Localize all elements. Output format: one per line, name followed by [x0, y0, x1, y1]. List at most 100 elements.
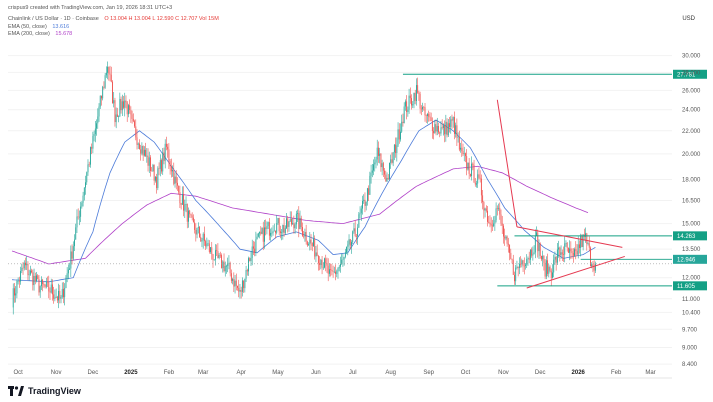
candle-body [191, 215, 193, 218]
ema200-legend[interactable]: EMA (200, close) 15.678 [8, 31, 76, 37]
ema50-legend[interactable]: EMA (50, close) 13.616 [8, 24, 73, 30]
candle-body [485, 208, 487, 211]
candle-body [134, 121, 136, 127]
candle-body [506, 236, 508, 244]
candle-body [167, 146, 169, 150]
candle-body [78, 216, 80, 218]
candle-body [69, 268, 71, 270]
candle-body [200, 236, 202, 242]
candle-body [422, 106, 424, 110]
candle-body [51, 284, 53, 295]
candle-body [148, 157, 150, 166]
candle-body [190, 214, 192, 216]
symbol-title[interactable]: Chainlink / US Dollar · 1D · Coinbase [8, 16, 99, 22]
candle-body [131, 114, 133, 119]
candle-body [570, 248, 572, 252]
candle-body [114, 100, 116, 123]
candle-body [55, 296, 57, 298]
current-price-tag [673, 254, 707, 264]
candle-body [205, 241, 207, 247]
candle-body [428, 114, 430, 117]
candle-body [217, 251, 219, 258]
candle-body [494, 220, 496, 224]
x-tick-label: Mar [198, 370, 208, 376]
x-tick-label: Sep [423, 370, 434, 376]
candle-body [347, 244, 349, 247]
candle-body [313, 239, 314, 246]
candle-body [80, 206, 82, 217]
candle-body [380, 153, 382, 168]
candle-body [92, 136, 94, 149]
candle-body [83, 187, 85, 196]
y-tick-label: 12.000 [682, 276, 701, 282]
candle-body [239, 290, 241, 292]
candle-body [72, 246, 74, 259]
candle-body [290, 219, 292, 225]
candle-body [469, 173, 471, 176]
candle-body [243, 280, 245, 289]
candle-body [257, 233, 259, 237]
candle-body [333, 271, 335, 273]
candle-body [174, 176, 176, 184]
candle-body [381, 163, 383, 168]
candle-body [445, 121, 447, 135]
candle-body [431, 121, 433, 131]
candle-body [346, 246, 348, 253]
candle-body [184, 204, 186, 211]
candle-body [235, 280, 237, 286]
candle-body [436, 126, 438, 132]
candle-body [461, 147, 463, 152]
candle-body [563, 254, 564, 256]
x-tick-label: Oct [13, 370, 23, 376]
ema50-value: 13.616 [52, 24, 70, 30]
candle-body [509, 244, 511, 253]
candle-body [49, 291, 51, 293]
candle-body [293, 223, 295, 229]
candle-body [314, 239, 316, 257]
candle-body [289, 219, 291, 222]
candle-body [321, 259, 323, 268]
candle-body [207, 243, 209, 245]
candle-body [20, 271, 22, 282]
candle-body [42, 279, 44, 285]
y-tick-label: 24.000 [682, 108, 701, 114]
y-tick-label: 10.400 [682, 310, 701, 316]
candle-body [409, 95, 411, 99]
candle-body [344, 252, 346, 257]
candle-body [518, 263, 520, 269]
candle-body [60, 297, 62, 299]
candle-body [88, 164, 90, 166]
candle-body [251, 246, 253, 258]
candle-body [99, 95, 101, 107]
candle-body [75, 227, 77, 240]
candle-body [121, 101, 123, 111]
candle-body [38, 279, 40, 293]
candle-body [275, 230, 276, 233]
candle-body [395, 144, 397, 154]
candle-body [146, 155, 148, 157]
candle-body [451, 119, 453, 121]
candle-body [163, 152, 165, 161]
y-tick-label: 22.000 [682, 129, 701, 135]
candle-body [537, 232, 539, 252]
candle-body [482, 195, 484, 203]
candle-body [419, 93, 421, 109]
candle-body [450, 119, 452, 127]
tradingview-logo[interactable]: TradingView [8, 386, 81, 396]
candle-body [180, 203, 182, 205]
candle-body [237, 285, 238, 288]
candle-body [577, 244, 579, 255]
candle-body [139, 143, 140, 150]
candle-body [360, 208, 362, 214]
candle-body [449, 123, 450, 127]
ema200-label: EMA (200, close) [8, 31, 50, 37]
support-tag [673, 281, 707, 291]
y-tick-label: 16.500 [682, 199, 701, 205]
candle-body [53, 294, 55, 299]
levels: 27.781 14.263 11.605 12.946 [8, 69, 707, 291]
candle-body [363, 199, 365, 201]
y-axis: 30.000 28.000 26.000 24.000 22.000 20.000 18.0… [682, 54, 701, 369]
candle-body [572, 253, 574, 256]
x-tick-label: Dec [88, 370, 99, 376]
